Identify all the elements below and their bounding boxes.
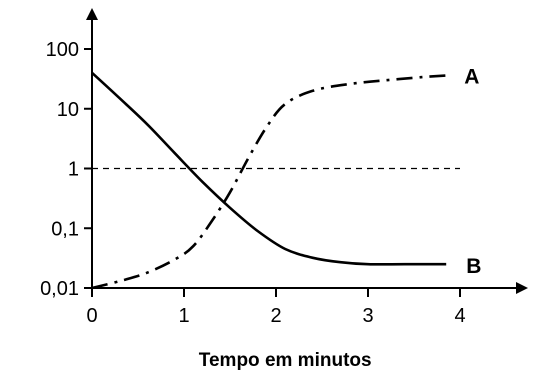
x-tick-label-0: 0: [86, 305, 97, 327]
axes: [86, 8, 528, 294]
y-tick-label-3: 10: [57, 99, 79, 121]
x-tick-label-1: 1: [178, 305, 189, 327]
y-tick-label-0: 0,01: [40, 278, 79, 300]
series-label-b: B: [466, 255, 481, 278]
x-tick-label-3: 3: [362, 305, 373, 327]
y-tick-label-4: 100: [46, 39, 79, 61]
series-label-a: A: [464, 66, 479, 89]
x-tick-label-4: 4: [454, 305, 465, 327]
labels: 0,01 0,1 1 10 100 0 1 2 3 4 Tempo em minutos A B: [40, 39, 481, 371]
tick-marks: [84, 48, 461, 297]
series-line-a: [91, 74, 447, 290]
y-tick-label-2: 1: [68, 159, 79, 181]
series-lines: [91, 71, 447, 290]
series-line-b: [91, 71, 447, 266]
y-tick-label-1: 0,1: [51, 218, 79, 240]
x-axis-title: Tempo em minutos: [199, 350, 372, 371]
x-tick-label-2: 2: [270, 305, 281, 327]
